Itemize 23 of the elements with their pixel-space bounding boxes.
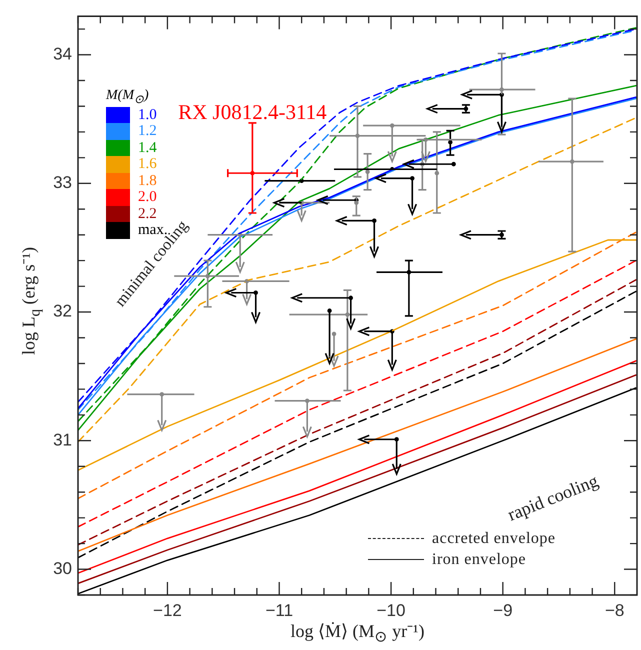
annotation: accreted envelope — [432, 530, 556, 548]
legend-label: 1.8 — [138, 172, 157, 190]
legend-label: 1.0 — [138, 106, 157, 124]
legend-label: 1.4 — [138, 140, 157, 157]
x-tick-label: −9 — [493, 600, 513, 620]
x-axis-title: log ⟨Ṁ⟩ (M$_{⊙}$ yr⁻¹) — [290, 620, 424, 647]
legend-label: 1.2 — [138, 123, 157, 140]
x-tick-label: −10 — [376, 600, 406, 620]
text: RX J0812.4-3114 — [178, 100, 328, 124]
x-tick-label: −11 — [265, 600, 294, 620]
annotation: iron envelope — [432, 551, 526, 569]
x-tick-label: −8 — [604, 600, 624, 620]
y-tick-label: 31 — [53, 430, 72, 450]
y-tick-label: 30 — [53, 558, 72, 578]
y-tick-label: 32 — [53, 302, 72, 321]
x-tick-label: −12 — [153, 600, 182, 620]
legend-title: M(M$_{⊙}$) — [106, 88, 150, 106]
legend-label: 2.0 — [138, 189, 157, 206]
legend-label: 1.6 — [138, 156, 157, 174]
y-tick-label: 33 — [53, 173, 72, 192]
annotation: rapid cooling — [504, 470, 602, 526]
legend-label: 2.2 — [138, 206, 157, 222]
y-tick-label: 34 — [53, 44, 72, 64]
